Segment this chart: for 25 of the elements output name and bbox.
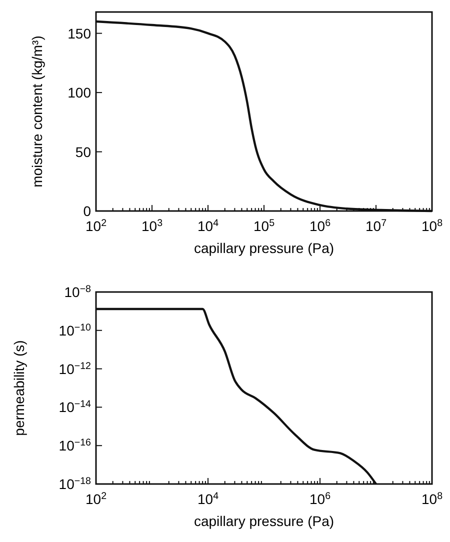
x-tick-label: 10$^{4}$	[197, 218, 220, 234]
y-axis-title: permeability (s)	[11, 340, 27, 436]
x-tick-label: 10$^{3}$	[141, 218, 164, 234]
x-tick-label: 10$^{4}$	[197, 490, 220, 507]
x-tick-label: 10$^{8}$	[421, 490, 444, 507]
x-tick-label: 10$^{7}$	[365, 218, 387, 234]
y-tick-label: 10$^{−16}$	[58, 437, 92, 454]
y-tick-label: 10$^{−8}$	[64, 284, 92, 300]
x-axis-title: capillary pressure (Pa)	[194, 240, 334, 256]
y-tick-label: 100	[68, 84, 92, 101]
x-tick-label: 10$^{6}$	[309, 490, 332, 507]
y-tick-label: 10$^{−14}$	[58, 398, 92, 416]
x-tick-label: 10$^{2}$	[85, 490, 107, 507]
y-tick-label: 150	[68, 25, 92, 42]
x-tick-label: 10$^{5}$	[253, 218, 276, 234]
y-tick-label: 10$^{−12}$	[58, 360, 91, 377]
y-tick-label: 0	[83, 203, 92, 219]
y-axis-title: moisture content (kg/m³)	[29, 36, 45, 188]
y-tick-label: 50	[75, 144, 92, 160]
x-tick-label: 10$^{8}$	[421, 218, 444, 234]
x-tick-label: 10$^{2}$	[85, 218, 107, 234]
x-tick-label: 10$^{6}$	[309, 218, 332, 234]
y-tick-label: 10$^{−18}$	[58, 476, 92, 492]
x-axis-title: capillary pressure (Pa)	[194, 513, 334, 529]
y-tick-label: 10$^{−10}$	[58, 322, 92, 338]
